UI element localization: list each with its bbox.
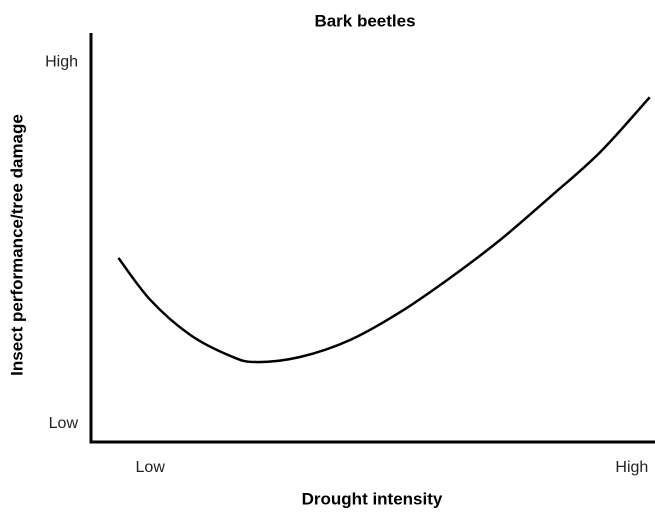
y-tick-label: Low [49, 415, 79, 432]
x-axis-label: Drought intensity [302, 489, 443, 508]
x-tick-label: High [615, 459, 648, 476]
x-tick-label: Low [136, 459, 166, 476]
chart-title: Bark beetles [314, 11, 415, 30]
y-axis-label: Insect performance/tree damage [7, 114, 26, 376]
y-tick-label: High [45, 53, 78, 70]
curve [117, 96, 651, 364]
